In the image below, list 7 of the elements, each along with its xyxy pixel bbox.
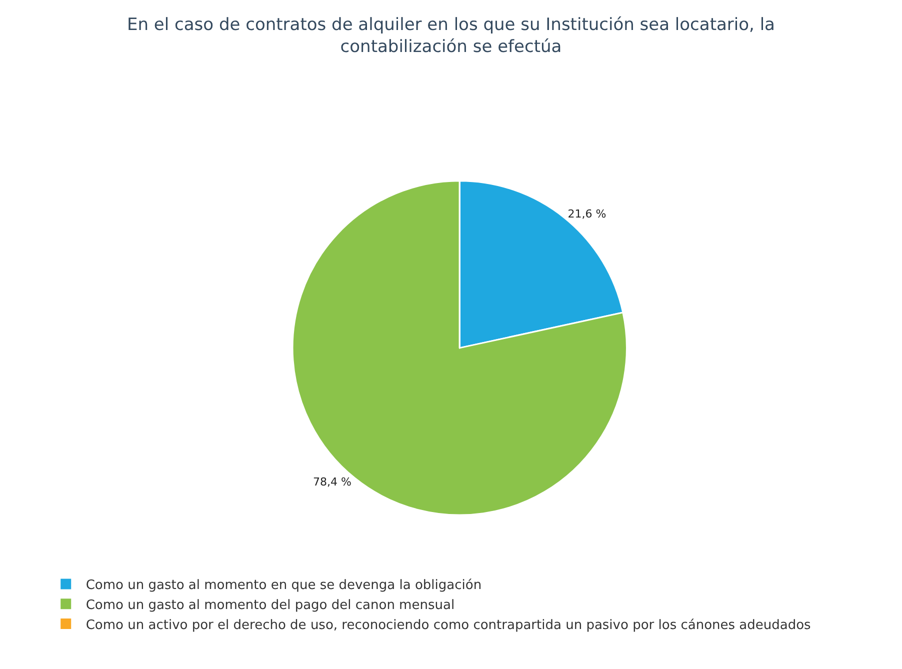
data-label: 78,4 %: [313, 475, 352, 488]
chart-title: En el caso de contratos de alquiler en los que su Institución sea locatario, la contabilización se efectúa: [127, 15, 775, 58]
legend-label: Como un gasto al momento del pago del canon mensual: [86, 598, 455, 613]
pie-slice: [292, 180, 628, 516]
legend-label: Como un gasto al momento en que se devenga la obligación: [86, 578, 482, 594]
legend-label: Como un activo por el derecho de uso, reconociendo como contrapartida un pasivo por los cánones adeudados: [86, 618, 812, 633]
data-label: 21,6 %: [568, 207, 606, 220]
